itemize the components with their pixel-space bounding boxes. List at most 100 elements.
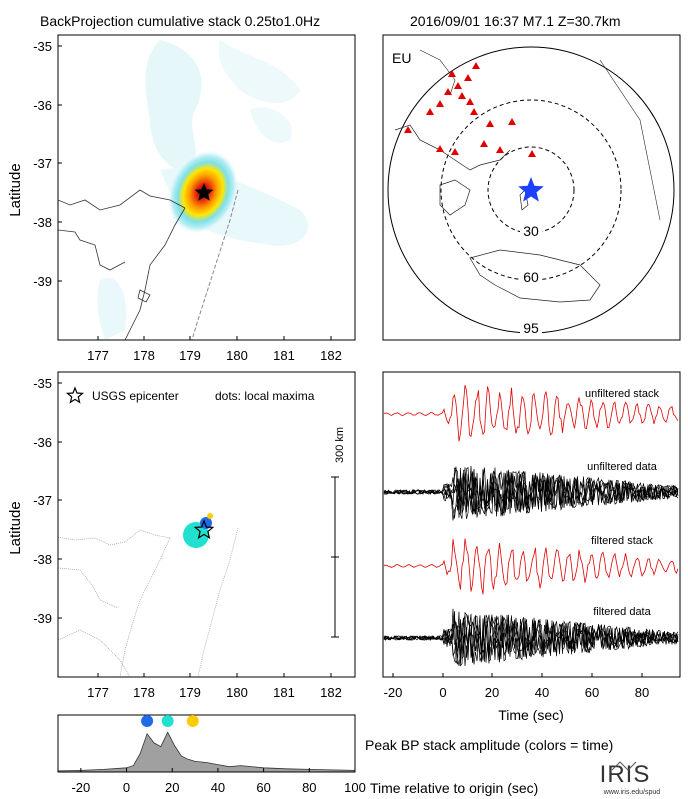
maxima-markers bbox=[141, 715, 199, 727]
ring-label: 60 bbox=[523, 269, 539, 285]
maxima-marker bbox=[161, 715, 174, 727]
amp-title: Peak BP stack amplitude (colors = time) bbox=[365, 737, 613, 753]
coastline bbox=[58, 529, 171, 546]
lat-tick: -39 bbox=[33, 274, 52, 289]
station-triangle-icon bbox=[458, 92, 466, 99]
amp-ticks: -20 0 20 40 60 80 100 bbox=[71, 768, 366, 795]
iris-logo: IRIS www.iris.edu/spud bbox=[600, 761, 661, 796]
peak-amplitude-chart: -20 0 20 40 60 80 100 Peak BP stack amplitude … bbox=[57, 714, 613, 796]
maxima-marker bbox=[186, 715, 199, 727]
coastline bbox=[419, 49, 456, 96]
antarctica-coast bbox=[469, 249, 601, 303]
time-tick: 0 bbox=[439, 685, 446, 700]
amp-xlabel: Time relative to origin (sec) bbox=[370, 780, 538, 796]
lat-tick: -38 bbox=[33, 552, 52, 567]
time-tick: 60 bbox=[585, 685, 599, 700]
stack-halo bbox=[97, 278, 127, 340]
lon-tick: 181 bbox=[273, 685, 295, 700]
waveform-line bbox=[383, 611, 679, 667]
lat-tick: -35 bbox=[33, 39, 52, 54]
waveform-line bbox=[383, 614, 679, 664]
trench-line bbox=[197, 527, 239, 677]
usgs-star-icon bbox=[193, 519, 215, 540]
coastline bbox=[58, 229, 126, 271]
station-triangle-icon bbox=[480, 140, 488, 147]
ring-label: 95 bbox=[523, 320, 539, 336]
header-left: BackProjection cumulative stack 0.25to1.… bbox=[40, 13, 320, 29]
trace-frame bbox=[382, 371, 681, 678]
trace-label: filtered stack bbox=[591, 535, 653, 547]
coastline bbox=[394, 124, 511, 171]
station-triangle-icon bbox=[404, 126, 412, 133]
amp-tick-label: 80 bbox=[302, 780, 316, 795]
lon-tick: 178 bbox=[133, 348, 155, 363]
trace-label: filtered data bbox=[593, 606, 651, 618]
lon-tick: 179 bbox=[179, 348, 201, 363]
coastline bbox=[58, 629, 131, 677]
epicenter-star-icon bbox=[518, 177, 544, 202]
station-triangle-icon bbox=[466, 98, 474, 105]
time-xlabel: Time (sec) bbox=[498, 707, 564, 723]
backprojection-map: -35 -36 -37 -38 -39 177 178 179 180 181 … bbox=[7, 34, 356, 363]
station-triangle-icon bbox=[454, 82, 462, 89]
amplitude-area bbox=[58, 731, 355, 772]
lat-tick: -39 bbox=[33, 611, 52, 626]
lon-tick: 178 bbox=[133, 685, 155, 700]
trace-panel: unfiltered stack unfiltered data filtere… bbox=[382, 371, 681, 723]
station-triangle-icon bbox=[444, 88, 452, 95]
station-triangle-icon bbox=[486, 120, 494, 127]
maxima-dot bbox=[200, 517, 212, 529]
waveform-line bbox=[383, 611, 679, 662]
amp-tick-label: 60 bbox=[256, 780, 270, 795]
legend-dots: dots: local maxima bbox=[215, 389, 315, 403]
header-right: 2016/09/01 16:37 M7.1 Z=30.7km bbox=[410, 13, 621, 29]
ring-30 bbox=[487, 146, 575, 234]
lat-tick: -35 bbox=[33, 376, 52, 391]
lon-tick: 180 bbox=[226, 685, 248, 700]
station-triangle-icon bbox=[472, 62, 480, 69]
amp-tick-label: -20 bbox=[71, 780, 90, 795]
amp-tick-label: 40 bbox=[211, 780, 225, 795]
legend-epicenter: USGS epicenter bbox=[92, 389, 179, 403]
station-triangle-icon bbox=[470, 108, 478, 115]
lon-tick: 181 bbox=[273, 348, 295, 363]
maxima-dot bbox=[183, 522, 209, 548]
time-tick: 80 bbox=[635, 685, 649, 700]
station-triangle-icon bbox=[426, 108, 434, 115]
station-triangle-icon bbox=[448, 70, 456, 77]
local-maxima-map: USGS epicenter dots: local maxima 300 km… bbox=[7, 371, 356, 700]
amp-tick-label: 20 bbox=[165, 780, 179, 795]
ylabel: Latitude bbox=[7, 501, 24, 554]
maxima-marker bbox=[141, 715, 154, 727]
coastline bbox=[119, 537, 171, 677]
amp-tick-label: 0 bbox=[123, 780, 130, 795]
amp-frame bbox=[57, 714, 356, 773]
ylabel: Latitude bbox=[7, 163, 24, 216]
lon-tick: 182 bbox=[320, 348, 342, 363]
station-triangle-icon bbox=[528, 150, 536, 157]
globe-frame bbox=[382, 34, 681, 341]
time-tick: 20 bbox=[485, 685, 499, 700]
map-frame bbox=[57, 34, 356, 341]
lon-tick: 180 bbox=[226, 348, 248, 363]
coastline bbox=[599, 59, 661, 221]
lon-tick: 177 bbox=[87, 685, 109, 700]
scale-label: 300 km bbox=[334, 427, 346, 463]
waveform-line bbox=[383, 384, 679, 442]
lon-tick: 182 bbox=[320, 685, 342, 700]
ring-label: 30 bbox=[523, 223, 539, 239]
waveform-line bbox=[383, 611, 679, 665]
lat-tick: -37 bbox=[33, 156, 52, 171]
trench-line bbox=[191, 189, 239, 340]
stack-halo bbox=[250, 107, 292, 143]
station-triangle-icon bbox=[508, 118, 516, 125]
waveform-line bbox=[383, 469, 679, 519]
coastline bbox=[58, 567, 119, 609]
waveforms bbox=[383, 384, 679, 667]
stack-halo bbox=[145, 40, 202, 171]
station-triangle-icon bbox=[496, 146, 504, 153]
map-frame bbox=[57, 371, 356, 678]
lat-tick: -36 bbox=[33, 435, 52, 450]
lat-tick: -36 bbox=[33, 98, 52, 113]
